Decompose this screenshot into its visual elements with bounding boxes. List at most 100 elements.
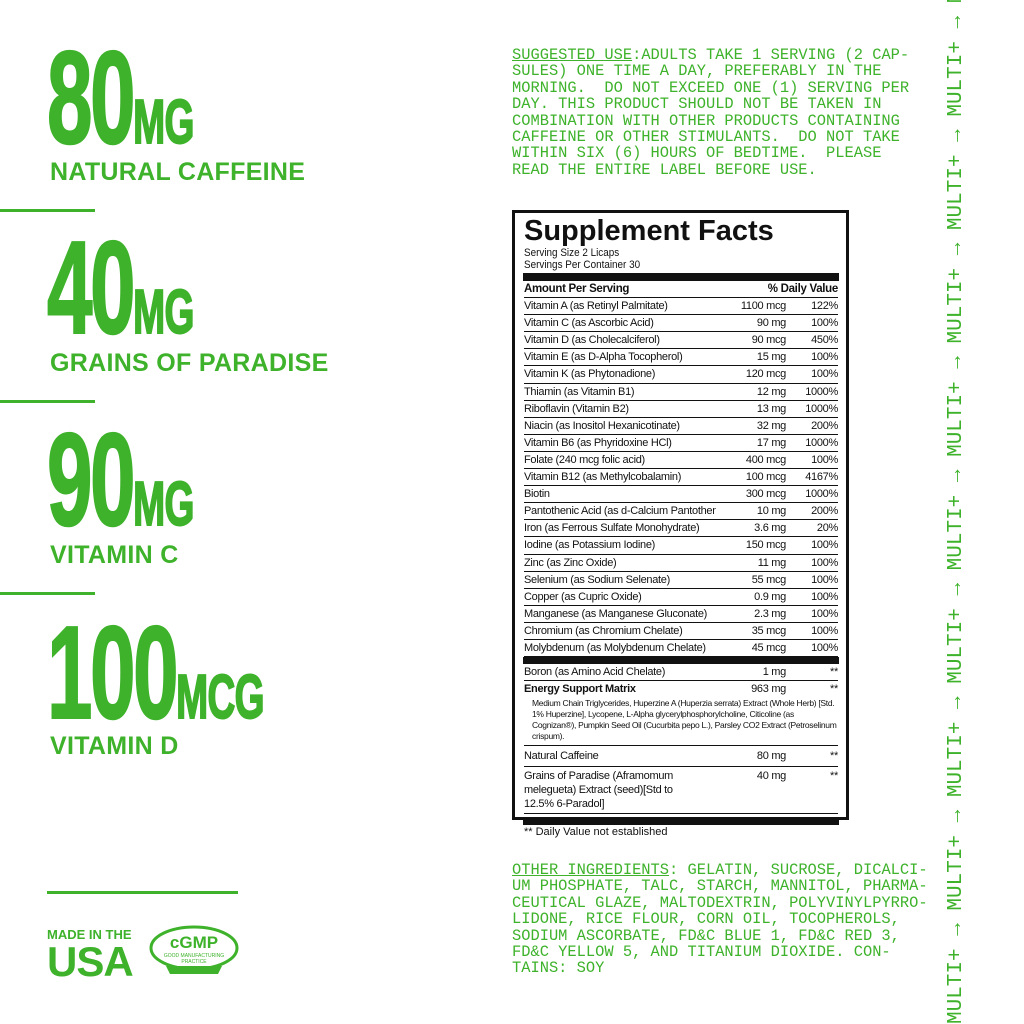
nutrient: Vitamin A (as Retinyl Palmitate) [524, 300, 668, 313]
dv: 450% [811, 334, 838, 347]
stat-unit: MG [132, 278, 195, 347]
facts-row: Riboflavin (Vitamin B2) 13 mg 1000% [524, 401, 838, 418]
nutrient: Chromium (as Chromium Chelate) [524, 624, 683, 637]
svg-text:GOOD MANUFACTURING: GOOD MANUFACTURING [164, 953, 224, 959]
dv: 100% [811, 453, 838, 466]
nutrient: Boron (as Amino Acid Chelate) [524, 666, 666, 679]
stat-value: 40 [46, 214, 136, 361]
facts-row: Folate (240 mcg folic acid) 400 mcg 100% [524, 452, 838, 470]
dv: 100% [811, 556, 838, 569]
divider [0, 592, 95, 595]
thick-rule [523, 817, 839, 826]
stat-label: GRAINS OF PARADISE [50, 349, 329, 377]
facts-row: Niacin (as Inositol Hexanicotinate) 32 mg… [524, 418, 838, 435]
amount: 1 mg [762, 666, 787, 679]
stat-vitamin-c: 90MG [46, 413, 284, 547]
nutrient: Selenium (as Sodium Selenate) [524, 573, 670, 586]
dv: 100% [811, 539, 838, 552]
dv: ** [830, 666, 838, 679]
facts-row-matrix: Energy Support Matrix 963 mg ** Medium Cha… [524, 681, 838, 747]
stat-unit: MG [132, 88, 195, 157]
made-in-usa-badge: MADE IN THE USA [47, 927, 134, 983]
dv: 100% [811, 624, 838, 637]
stat-caffeine: 80MG [46, 31, 284, 165]
amount: 400 mcg [745, 453, 786, 466]
stat-label: VITAMIN D [50, 732, 179, 760]
facts-row: Zinc (as Zinc Oxide) 11 mg 100% [524, 555, 838, 572]
made-in-text: MADE IN THE [47, 927, 132, 942]
amount: 17 mg [756, 436, 786, 449]
nutrient: Riboflavin (Vitamin B2) [524, 402, 629, 415]
amount: 32 mg [756, 419, 786, 432]
stat-vitamin-d: 100MCG [46, 606, 397, 740]
divider [0, 209, 95, 212]
amount: 55 mcg [751, 573, 787, 586]
cgmp-seal: cGMP GOOD MANUFACTURING PRACTICE [148, 924, 240, 978]
dv: 100% [811, 351, 838, 364]
side-band-text: MULTI+ → MULTI+ → MULTI+ → MULTI+ → MULT… [945, 0, 968, 1024]
facts-row: Selenium (as Sodium Selenate) 55 mcg 100% [524, 572, 838, 589]
amount: 0.9 mg [754, 590, 786, 603]
amount: 100 mcg [745, 471, 786, 484]
col-amount: Amount Per Serving [524, 283, 630, 295]
dv: 100% [811, 368, 838, 381]
amount: 40 mg [756, 770, 786, 783]
serving-size: Serving Size 2 Licaps [524, 247, 620, 259]
amount: 2.3 mg [754, 607, 786, 620]
stat-unit: MG [132, 470, 195, 539]
amount: 13 mg [756, 402, 786, 415]
other-ingredients-text: : GELATIN, SUCROSE, DICALCI- UM PHOSPHAT… [512, 861, 928, 978]
suggested-use: SUGGESTED USE:ADULTS TAKE 1 SERVING (2 C… [512, 47, 952, 178]
nutrient: Vitamin C (as Ascorbic Acid) [524, 317, 654, 330]
amount: 11 mg [757, 556, 787, 569]
facts-row: Thiamin (as Vitamin B1) 12 mg 1000% [524, 384, 838, 401]
facts-row: Vitamin E (as D-Alpha Tocopherol) 15 mg 10… [524, 349, 838, 367]
cgmp-seal-icon: cGMP GOOD MANUFACTURING PRACTICE [149, 925, 239, 974]
amount: 12 mg [756, 385, 786, 398]
nutrient: Vitamin B6 (as Phyridoxine HCl) [524, 436, 672, 449]
amount: 80 mg [756, 750, 786, 763]
nutrient: Iron (as Ferrous Sulfate Monohydrate) [524, 522, 700, 535]
dv: ** [830, 750, 838, 763]
dv: 1000% [805, 385, 838, 398]
thick-rule [523, 273, 839, 281]
facts-row-boron: Boron (as Amino Acid Chelate) 1 mg ** [524, 664, 838, 682]
col-dv: % Daily Value [767, 283, 839, 295]
nutrient: Vitamin D (as Cholecalciferol) [524, 334, 660, 347]
svg-text:PRACTICE: PRACTICE [181, 959, 207, 965]
stat-label: VITAMIN C [50, 541, 179, 569]
nutrient: Molybdenum (as Molybdenum Chelate) [524, 641, 706, 654]
facts-row-caffeine: Natural Caffeine 80 mg ** [524, 746, 838, 768]
nutrient: Thiamin (as Vitamin B1) [524, 385, 635, 398]
other-ingredients-heading: OTHER INGREDIENTS [512, 861, 670, 879]
dv: 20% [816, 522, 838, 535]
facts-row: Vitamin K (as Phytonadione) 120 mcg 100% [524, 366, 838, 384]
dv: ** [830, 683, 838, 696]
nutrient: Copper (as Cupric Oxide) [524, 590, 642, 603]
facts-row: Biotin 300 mcg 1000% [524, 486, 838, 504]
amount: 45 mcg [751, 641, 787, 654]
dv: 122% [811, 300, 838, 313]
amount: 963 mg [751, 683, 786, 696]
amount: 35 mcg [751, 624, 787, 637]
nutrient: Iodine (as Potassium Iodine) [524, 539, 656, 552]
dv: 1000% [805, 436, 838, 449]
nutrient: Natural Caffeine [524, 750, 599, 763]
amount: 120 mcg [745, 368, 786, 381]
facts-row-grains: Grains of Paradise (Aframomum melegueta)… [524, 767, 838, 815]
facts-title: Supplement Facts [524, 215, 774, 247]
nutrient: Vitamin B12 (as Methylcobalamin) [524, 471, 682, 484]
dv: 4167% [805, 471, 838, 484]
facts-row: Vitamin B12 (as Methylcobalamin) 100 mcg 4… [524, 469, 838, 487]
amount: 90 mg [756, 317, 786, 330]
nutrient: Grains of Paradise (Aframomum melegueta)… [524, 770, 674, 811]
suggested-use-text: :ADULTS TAKE 1 SERVING (2 CAP- SULES) ON… [512, 46, 910, 179]
facts-row: Vitamin B6 (as Phyridoxine HCl) 17 mg 1000… [524, 435, 838, 452]
suggested-use-heading: SUGGESTED USE [512, 46, 633, 64]
nutrient: Manganese (as Manganese Gluconate) [524, 607, 708, 620]
nutrient: Niacin (as Inositol Hexanicotinate) [524, 419, 680, 432]
amount: 90 mcg [751, 334, 787, 347]
facts-row: Iodine (as Potassium Iodine) 150 mcg 100% [524, 537, 838, 555]
nutrient: Biotin [524, 488, 550, 501]
supplement-facts-panel: Supplement Facts Serving Size 2 Licaps S… [512, 210, 849, 838]
